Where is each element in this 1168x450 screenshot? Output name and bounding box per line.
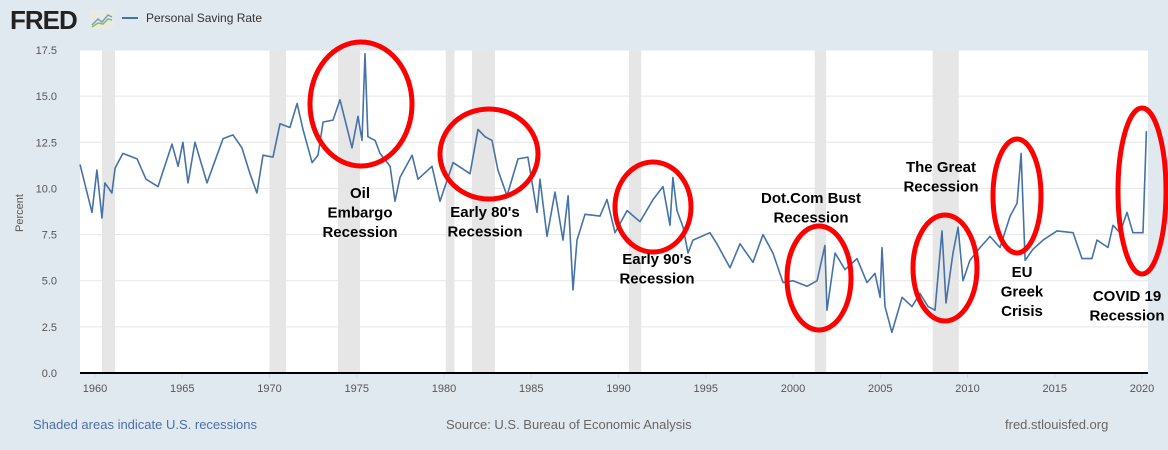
x-tick-label: 1965 [170, 383, 194, 395]
x-tick-label: 1970 [257, 383, 281, 395]
annotation-label: Recession [619, 271, 694, 288]
annotation-circle [910, 212, 980, 324]
annotation-circle [784, 223, 854, 333]
x-tick-label: 2015 [1043, 383, 1067, 395]
y-tick-label: 5.0 [42, 276, 57, 288]
annotation-label: Recession [903, 179, 978, 196]
annotation-label: The Great [906, 159, 976, 176]
annotation-circle [307, 39, 415, 169]
legend-line-swatch [122, 17, 138, 19]
annotation-label: Greek [1001, 284, 1044, 301]
y-tick-label: 10.0 [36, 183, 57, 195]
fred-url-link[interactable]: fred.stlouisfed.org [1005, 417, 1109, 432]
legend: Personal Saving Rate [122, 11, 262, 25]
recession-note: Shaded areas indicate U.S. recessions [33, 417, 258, 432]
x-tick-label: 1990 [606, 383, 630, 395]
recession-band [101, 50, 116, 373]
annotation-circle [1115, 105, 1168, 277]
x-tick-label: 1995 [694, 383, 718, 395]
annotation-label: Recession [447, 224, 522, 241]
y-tick-label: 7.5 [42, 230, 57, 242]
annotation-label: Oil [350, 185, 370, 202]
x-tick-label: 2020 [1130, 383, 1154, 395]
annotation-label: Recession [773, 210, 848, 227]
annotation-circle [437, 106, 541, 202]
annotation-label: Embargo [327, 205, 392, 222]
x-tick-label: 1960 [83, 383, 107, 395]
annotation-label: COVID 19 [1093, 288, 1161, 305]
series-line-personal-saving-rate [79, 52, 1148, 334]
y-tick-label: 17.5 [36, 45, 57, 57]
fred-chart-icon [90, 9, 114, 29]
x-tick-label: 2000 [781, 383, 805, 395]
recession-band [932, 50, 959, 373]
annotation-label: Dot.Com Bust [761, 190, 861, 207]
annotation-label: EU [1012, 264, 1033, 281]
legend-label: Personal Saving Rate [146, 11, 263, 25]
y-tick-label: 0.0 [42, 368, 57, 380]
recession-band [269, 50, 287, 373]
recession-band [628, 50, 642, 373]
annotation-label: Early 80's [450, 204, 519, 221]
source-text: Source: U.S. Bureau of Economic Analysis [446, 417, 692, 432]
x-tick-label: 1980 [432, 383, 456, 395]
x-tick-label: 1985 [519, 383, 543, 395]
x-tick-label: 1975 [345, 383, 369, 395]
recession-band [814, 50, 827, 373]
annotation-label: Recession [322, 224, 397, 241]
x-tick-label: 2010 [955, 383, 979, 395]
y-tick-label: 15.0 [36, 91, 57, 103]
fred-logo[interactable]: FRED [10, 5, 78, 35]
x-tick-label: 2005 [868, 383, 892, 395]
annotation-circle [612, 159, 694, 255]
annotation-label: Recession [1089, 308, 1164, 325]
y-tick-label: 2.5 [42, 322, 57, 334]
y-tick-label: 12.5 [36, 137, 57, 149]
annotation-label: Early 90's [622, 251, 691, 268]
annotation-label: Crisis [1001, 303, 1043, 320]
recession-band [445, 50, 455, 373]
annotation-circle [990, 136, 1044, 256]
y-axis-label: Percent [14, 194, 26, 232]
